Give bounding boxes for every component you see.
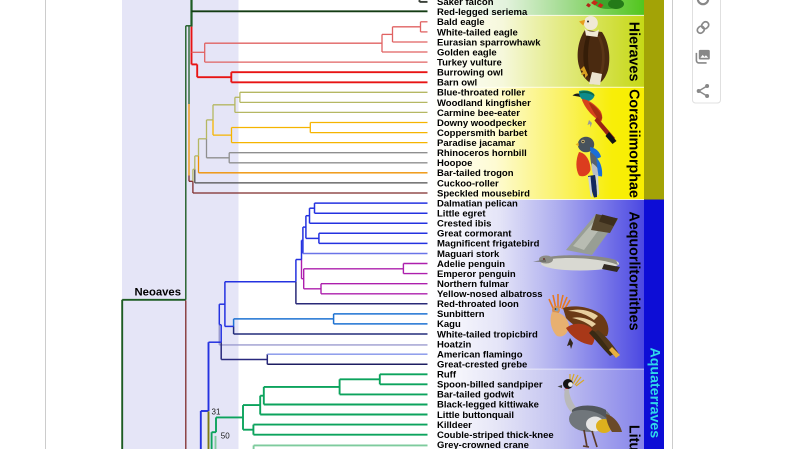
svg-text:Bar-tailed godwit: Bar-tailed godwit [437, 390, 515, 401]
svg-text:Yellow-nosed albatross: Yellow-nosed albatross [437, 289, 543, 300]
svg-text:Golden eagle: Golden eagle [437, 47, 497, 58]
svg-text:White-tailed eagle: White-tailed eagle [437, 27, 518, 38]
svg-text:Cuckoo-roller: Cuckoo-roller [437, 178, 499, 189]
svg-text:Neoaves: Neoaves [135, 287, 181, 299]
svg-text:Great-crested grebe: Great-crested grebe [437, 360, 527, 371]
svg-text:Aquaterraves: Aquaterraves [647, 348, 663, 439]
svg-text:Burrowing owl: Burrowing owl [437, 68, 503, 79]
svg-text:Sunbittern: Sunbittern [437, 309, 485, 320]
svg-text:Hieraves: Hieraves [625, 22, 641, 82]
svg-text:Little buttonquail: Little buttonquail [437, 410, 514, 421]
svg-text:Kagu: Kagu [437, 319, 461, 330]
svg-text:Little egret: Little egret [437, 209, 486, 220]
svg-text:Grey-crowned crane: Grey-crowned crane [437, 440, 529, 449]
svg-text:Coraciimorphae: Coraciimorphae [625, 89, 641, 198]
svg-text:Red-legged seriema: Red-legged seriema [437, 7, 528, 18]
svg-text:Blue-throated roller: Blue-throated roller [437, 88, 525, 99]
svg-text:Maguari stork: Maguari stork [437, 249, 500, 260]
svg-text:Saker falcon: Saker falcon [437, 0, 494, 8]
svg-text:Eurasian sparrowhawk: Eurasian sparrowhawk [437, 37, 541, 48]
svg-text:Spoon-billed sandpiper: Spoon-billed sandpiper [437, 380, 543, 391]
svg-text:Carmine bee-eater: Carmine bee-eater [437, 108, 520, 119]
svg-text:Hoatzin: Hoatzin [437, 339, 472, 350]
svg-text:Adelie penguin: Adelie penguin [437, 259, 505, 270]
svg-text:Northern fulmar: Northern fulmar [437, 279, 509, 290]
svg-text:Bald eagle: Bald eagle [437, 17, 485, 28]
svg-text:50: 50 [221, 431, 230, 440]
svg-text:Rhinoceros hornbill: Rhinoceros hornbill [437, 148, 527, 159]
svg-text:Coppersmith barbet: Coppersmith barbet [437, 128, 528, 139]
svg-text:Couble-striped thick-knee: Couble-striped thick-knee [437, 430, 554, 441]
svg-text:Great cormorant: Great cormorant [437, 229, 512, 240]
svg-text:Hoopoe: Hoopoe [437, 158, 472, 169]
svg-text:Downy woodpecker: Downy woodpecker [437, 118, 527, 129]
svg-text:White-tailed tropicbird: White-tailed tropicbird [437, 329, 538, 340]
svg-text:Killdeer: Killdeer [437, 420, 472, 431]
svg-text:Black-legged kittiwake: Black-legged kittiwake [437, 400, 539, 411]
svg-text:Barn owl: Barn owl [437, 78, 477, 89]
svg-text:Speckled mousebird: Speckled mousebird [437, 188, 530, 199]
svg-text:American flamingo: American flamingo [437, 349, 523, 360]
svg-text:Aequorlitornithes: Aequorlitornithes [625, 211, 641, 330]
svg-text:Dalmatian pelican: Dalmatian pelican [437, 198, 518, 209]
svg-text:Bar-tailed trogon: Bar-tailed trogon [437, 168, 514, 179]
svg-text:31: 31 [212, 407, 221, 416]
svg-text:Turkey vulture: Turkey vulture [437, 58, 502, 69]
svg-text:Lituusaves: Lituusaves [625, 425, 641, 449]
svg-text:Magnificent frigatebird: Magnificent frigatebird [437, 239, 540, 250]
svg-text:Red-throated loon: Red-throated loon [437, 299, 519, 310]
svg-text:Paradise jacamar: Paradise jacamar [437, 138, 515, 149]
svg-text:Emperor penguin: Emperor penguin [437, 269, 516, 280]
svg-text:Ruff: Ruff [437, 370, 457, 381]
svg-text:Woodland kingfisher: Woodland kingfisher [437, 98, 531, 109]
svg-text:Crested ibis: Crested ibis [437, 219, 491, 230]
